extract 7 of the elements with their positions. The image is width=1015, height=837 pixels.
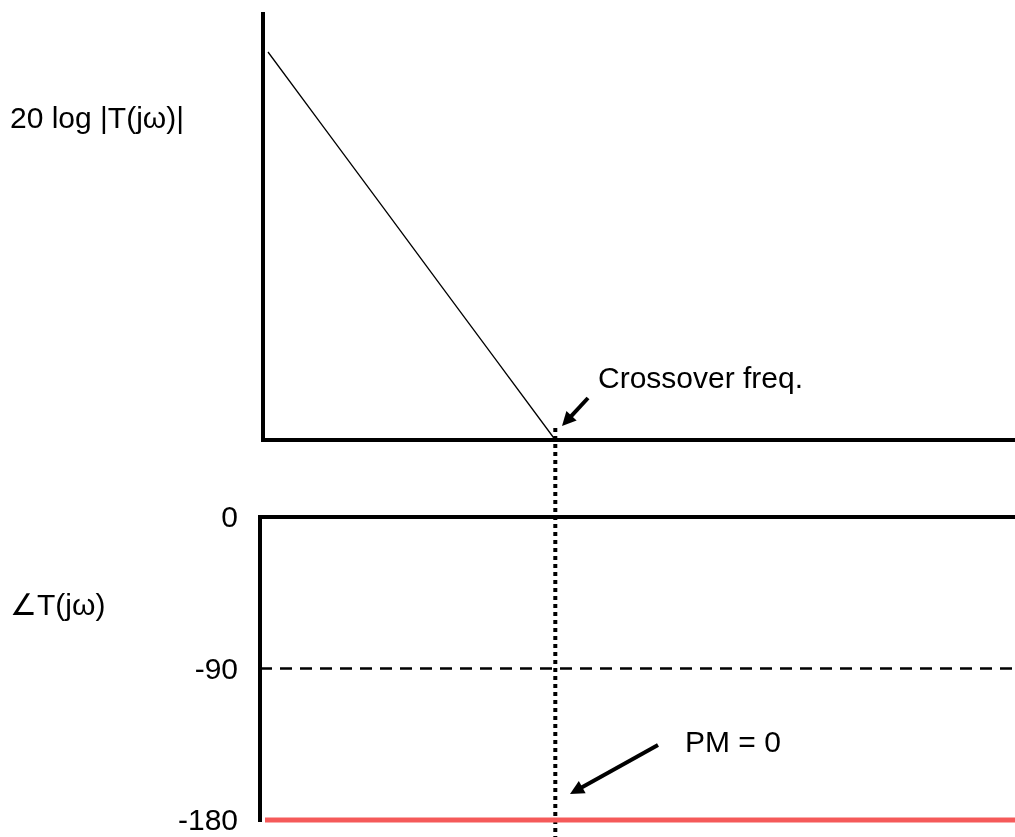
annotation: PM = 0 [685,725,781,758]
y-axis-title: ∠T(jω) [10,588,106,621]
y-tick-label: -90 [194,651,238,685]
y-tick-label: -180 [177,803,238,837]
y-axis-title: 20 log |T(jω)| [10,101,185,134]
annotation: Crossover freq. [598,361,804,394]
y-tick-label: 0 [221,500,238,534]
